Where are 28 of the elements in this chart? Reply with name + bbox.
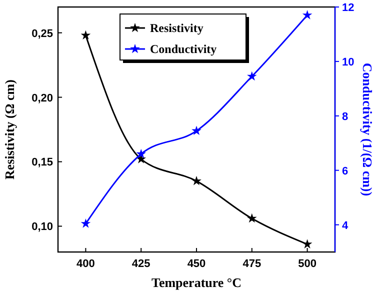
legend-label: Resistivity (150, 21, 204, 35)
point (80, 30, 91, 40)
y-axis-title: Resistivity (Ω cm) (2, 80, 17, 180)
x-tick-label: 500 (298, 258, 316, 270)
y2-tick-label: 4 (342, 220, 349, 232)
x-tick-label: 425 (132, 258, 150, 270)
y-tick-label: 0,20 (32, 92, 53, 104)
y-tick-label: 0,25 (32, 28, 53, 40)
point (136, 148, 146, 158)
point (80, 218, 91, 228)
point (246, 71, 257, 81)
point (246, 213, 257, 223)
y2-tick-label: 8 (342, 110, 348, 123)
x-axis-title: Temperature °C (151, 275, 242, 290)
y2-tick-label: 10 (342, 56, 354, 68)
point (302, 239, 312, 248)
y2-tick-label: 6 (342, 165, 348, 178)
point (192, 126, 202, 136)
x-tick-label: 475 (242, 258, 262, 270)
y-tick-label: 0,15 (32, 156, 53, 169)
x-tick-label: 450 (187, 258, 206, 270)
point (302, 10, 312, 20)
legend-label: Conductivity (150, 42, 217, 56)
y-tick-label: 0,10 (32, 221, 53, 234)
y2-axis-title: Conductivity (1/(Ω cm)) (360, 62, 375, 196)
point (192, 176, 202, 186)
y2-tick-label: 12 (342, 2, 354, 14)
x-tick-label: 400 (76, 258, 95, 270)
